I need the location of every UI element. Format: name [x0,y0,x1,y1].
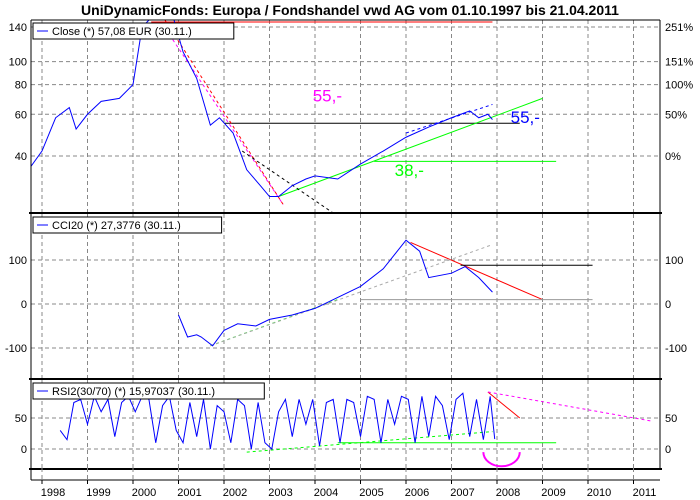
series-line [31,20,493,198]
trend-line [164,20,284,205]
y-tick-label-right: 100% [665,80,693,92]
series-line [59,392,496,450]
y-tick-label-right: 151% [665,57,693,69]
legend-label: Close (*) 57,08 EUR (30.11.) [52,26,192,38]
legend-label: CCI20 (*) 27,3776 (30.11.) [52,220,181,232]
x-tick-label: 2002 [223,487,247,499]
annotation-arc [482,452,521,468]
plot-area [178,239,593,347]
x-tick-label: 2009 [541,487,565,499]
legend-box [32,382,265,400]
x-tick-label: 2005 [359,487,383,499]
trend-line [410,241,543,301]
trend-line [487,391,521,419]
x-tick-label: 2010 [587,487,611,499]
y-tick-label-right: 0 [665,444,671,456]
y-tick-label: 0 [21,444,27,456]
legend-box [32,216,223,234]
x-tick-label: 1998 [41,487,65,499]
x-tick-label: 2003 [268,487,292,499]
trend-line [168,34,284,205]
x-tick-label: 1999 [86,487,110,499]
chart-title: UniDynamicFonds: Europa / Fondshandel vw… [81,2,619,18]
x-tick-label: 2000 [132,487,156,499]
y-tick-label: 0 [21,299,27,311]
y-tick-label-right: -100 [665,343,687,355]
y-tick-label: 140 [9,22,27,34]
trend-line [241,150,333,212]
x-tick-label: 2007 [450,487,474,499]
x-tick-label: 2008 [496,487,520,499]
series-line [178,239,493,347]
y-tick-label: 80 [15,80,27,92]
legend-box [32,22,235,40]
x-tick-label: 2006 [405,487,429,499]
legend-label: RSI2(30/70) (*) 15,97037 (30.11.) [52,386,215,398]
annotation-label: 38,- [395,161,424,180]
y-tick-label-right: 100 [665,255,683,267]
trend-line [210,244,493,347]
y-tick-label-right: 0% [665,151,681,163]
annotation-label: 55,- [313,86,342,105]
trend-line [246,431,493,453]
trend-line [487,391,652,422]
y-tick-label: -100 [5,343,27,355]
y-tick-label: 100 [9,255,27,267]
plot-area [59,391,652,468]
annotation-label: 55,- [511,108,540,127]
x-tick-label: 2011 [633,487,657,499]
y-tick-label-right: 50% [665,109,687,121]
y-tick-label: 40 [15,151,27,163]
y-tick-label: 100 [9,57,27,69]
y-tick-label-right: 50 [665,413,677,425]
y-tick-label-right: 0 [665,299,671,311]
plot-area [31,20,557,212]
y-tick-label: 60 [15,109,27,121]
y-tick-label-right: 251% [665,22,693,34]
x-tick-label: 2001 [177,487,201,499]
x-tick-label: 2004 [314,487,338,499]
trend-line [278,97,543,197]
y-tick-label: 50 [15,413,27,425]
